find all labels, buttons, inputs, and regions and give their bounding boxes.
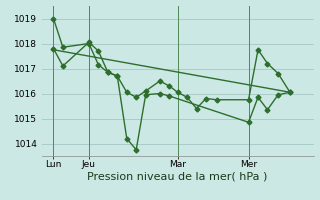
X-axis label: Pression niveau de la mer( hPa ): Pression niveau de la mer( hPa ): [87, 172, 268, 182]
